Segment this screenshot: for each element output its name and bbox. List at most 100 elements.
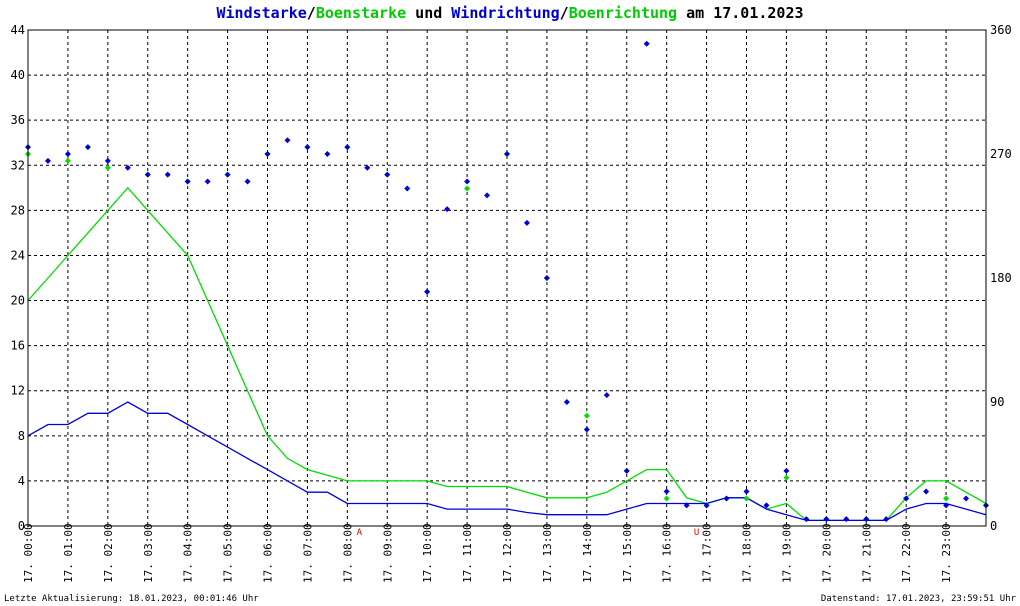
point-windrichtung xyxy=(404,185,411,192)
point-windrichtung xyxy=(723,495,730,502)
point-boenrichtung xyxy=(464,185,471,192)
y-left-tick-label: 44 xyxy=(11,23,25,37)
x-tick-label: 17. 17:00 xyxy=(701,523,714,583)
y-left-tick-label: 36 xyxy=(11,113,25,127)
point-windrichtung xyxy=(144,171,151,178)
point-windrichtung xyxy=(683,502,690,509)
point-windrichtung xyxy=(523,219,530,226)
point-windrichtung xyxy=(364,164,371,171)
point-windrichtung xyxy=(44,157,51,164)
grid-lines xyxy=(28,30,986,526)
point-windrichtung xyxy=(444,206,451,213)
point-windrichtung xyxy=(763,502,770,509)
point-windrichtung xyxy=(883,516,890,523)
x-tick-label: 17. 11:00 xyxy=(461,523,474,583)
y-right-tick-label: 180 xyxy=(990,271,1012,285)
point-windrichtung xyxy=(384,171,391,178)
time-marker: U xyxy=(694,528,699,538)
point-windrichtung xyxy=(204,178,211,185)
point-windrichtung xyxy=(224,171,231,178)
y-left-tick-label: 28 xyxy=(11,203,25,217)
x-tick-label: 17. 05:00 xyxy=(222,523,235,583)
point-windrichtung xyxy=(104,157,111,164)
point-windrichtung xyxy=(484,192,491,199)
point-boenrichtung xyxy=(943,495,950,502)
point-windrichtung xyxy=(863,516,870,523)
point-windrichtung xyxy=(84,144,91,151)
y-axis-left: 0 4 8 12 16 20 24 28 32 36 40 44 xyxy=(11,23,25,533)
point-windrichtung xyxy=(284,137,291,144)
x-tick-label: 17. 09:00 xyxy=(381,523,394,583)
point-windrichtung xyxy=(344,144,351,151)
point-windrichtung xyxy=(164,171,171,178)
point-boenrichtung xyxy=(743,495,750,502)
point-boenrichtung xyxy=(663,495,670,502)
x-tick-label: 17. 08:00 xyxy=(341,523,354,583)
point-windrichtung xyxy=(304,144,311,151)
chart-title: Windstarke/Boenstarke und Windrichtung/B… xyxy=(216,4,803,22)
point-windrichtung xyxy=(124,164,131,171)
point-windrichtung xyxy=(963,495,970,502)
plot-frame xyxy=(27,29,987,527)
point-windrichtung xyxy=(324,151,331,157)
point-windrichtung xyxy=(783,467,790,474)
x-tick-label: 17. 02:00 xyxy=(102,523,115,583)
x-tick-label: 17. 16:00 xyxy=(661,523,674,583)
x-tick-label: 17. 22:00 xyxy=(900,523,913,583)
y-left-tick-label: 4 xyxy=(18,474,25,488)
footer-right: Datenstand: 17.01.2023, 23:59:51 Uhr xyxy=(821,594,1017,604)
series-richtung-points xyxy=(25,40,989,523)
point-windrichtung xyxy=(583,426,590,433)
x-tick-label: 17. 03:00 xyxy=(142,523,155,583)
point-windrichtung xyxy=(184,178,191,185)
point-windrichtung xyxy=(943,502,950,509)
point-windrichtung xyxy=(464,178,471,185)
point-windrichtung xyxy=(603,392,610,399)
x-axis: 17. 00:00 17. 01:00 17. 02:00 17. 03:00 17. … xyxy=(22,523,953,583)
x-tick-label: 17. 23:00 xyxy=(940,523,953,583)
x-tick-label: 17. 13:00 xyxy=(541,523,554,583)
point-windrichtung xyxy=(64,151,71,157)
footer-left: Letzte Aktualisierung: 18.01.2023, 00:01… xyxy=(4,594,259,604)
point-windrichtung xyxy=(543,275,550,281)
y-left-tick-label: 20 xyxy=(11,294,25,308)
y-right-tick-label: 270 xyxy=(990,147,1012,161)
y-left-tick-label: 12 xyxy=(11,384,25,398)
y-left-tick-label: 40 xyxy=(11,68,25,82)
point-windrichtung xyxy=(843,516,850,523)
y-right-tick-label: 0 xyxy=(990,519,997,533)
x-tick-label: 17. 18:00 xyxy=(741,523,754,583)
y-left-tick-label: 8 xyxy=(18,429,25,443)
point-windrichtung xyxy=(823,516,830,523)
point-windrichtung xyxy=(623,467,630,474)
point-windrichtung xyxy=(703,502,710,509)
point-boenrichtung xyxy=(104,164,111,171)
x-tick-label: 17. 10:00 xyxy=(421,523,434,583)
point-boenrichtung xyxy=(583,412,590,419)
y-left-tick-label: 32 xyxy=(11,158,25,172)
x-tick-label: 17. 07:00 xyxy=(301,523,314,583)
point-boenrichtung xyxy=(64,157,71,164)
point-boenrichtung xyxy=(783,474,790,481)
point-windrichtung xyxy=(803,516,810,523)
x-tick-label: 17. 01:00 xyxy=(62,523,75,583)
x-tick-label: 17. 20:00 xyxy=(820,523,833,583)
point-windrichtung xyxy=(244,178,251,185)
x-tick-label: 17. 04:00 xyxy=(182,523,195,583)
y-left-tick-label: 24 xyxy=(11,248,25,262)
x-tick-label: 17. 21:00 xyxy=(860,523,873,583)
y-right-tick-label: 90 xyxy=(990,395,1004,409)
x-tick-label: 17. 06:00 xyxy=(262,523,275,583)
y-right-tick-label: 360 xyxy=(990,23,1012,37)
point-windrichtung xyxy=(504,151,510,157)
x-tick-label: 17. 12:00 xyxy=(501,523,514,583)
point-windrichtung xyxy=(264,151,271,157)
y-left-tick-label: 16 xyxy=(11,339,25,353)
y-axis-right: 0 90 180 270 360 xyxy=(990,23,1012,533)
point-windrichtung xyxy=(563,399,570,405)
time-marker: A xyxy=(357,528,363,538)
point-windrichtung xyxy=(424,288,431,295)
point-windrichtung xyxy=(743,488,750,495)
point-windrichtung xyxy=(923,488,930,495)
